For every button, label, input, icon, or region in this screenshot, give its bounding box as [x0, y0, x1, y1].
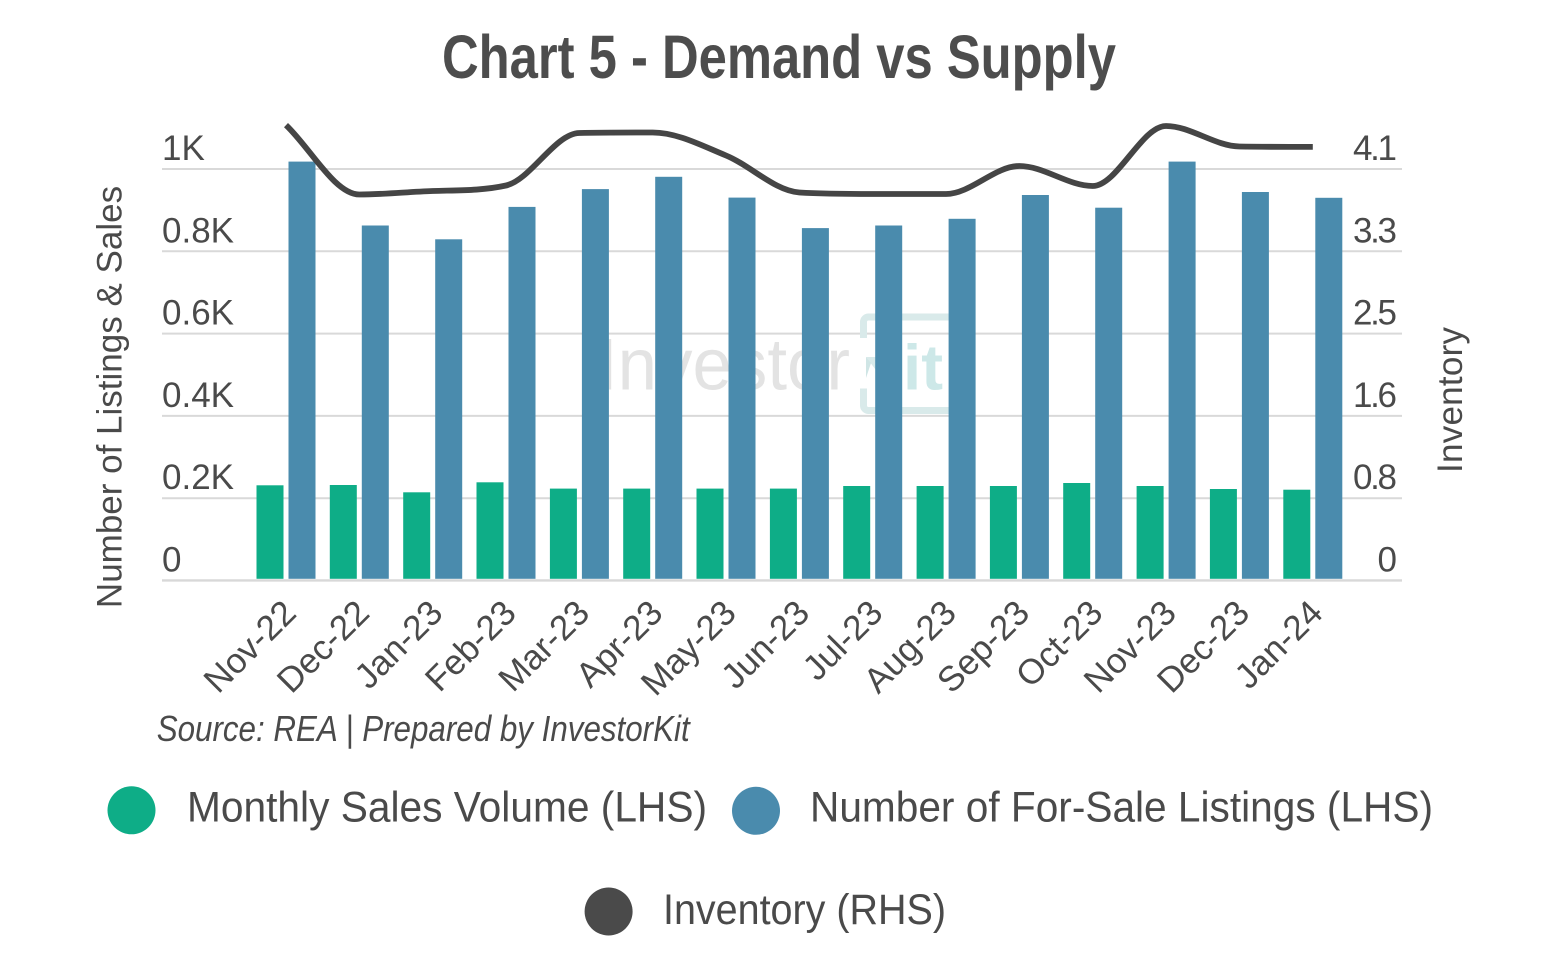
- svg-text:Chart 5 - Demand vs Supply: Chart 5 - Demand vs Supply: [442, 23, 1116, 91]
- svg-text:Number of For-Sale Listings (L: Number of For-Sale Listings (LHS): [810, 784, 1433, 832]
- svg-text:Inventory (RHS): Inventory (RHS): [663, 886, 946, 934]
- svg-text:Monthly Sales Volume (LHS): Monthly Sales Volume (LHS): [187, 784, 707, 832]
- svg-text:0.8: 0.8: [1353, 458, 1397, 497]
- svg-text:0.8K: 0.8K: [162, 211, 234, 250]
- svg-text:4.1: 4.1: [1353, 129, 1397, 168]
- svg-text:2.5: 2.5: [1353, 294, 1397, 333]
- svg-text:0.6K: 0.6K: [162, 294, 234, 333]
- svg-text:0.2K: 0.2K: [162, 458, 234, 497]
- svg-text:Inventory: Inventory: [1431, 327, 1470, 474]
- svg-text:1.6: 1.6: [1353, 376, 1397, 415]
- svg-text:Source: REA | Prepared by Inve: Source: REA | Prepared by InvestorKit: [157, 708, 692, 749]
- svg-text:Number of Listings & Sales: Number of Listings & Sales: [91, 186, 130, 608]
- svg-text:0.4K: 0.4K: [162, 376, 234, 415]
- svg-text:1K: 1K: [162, 129, 205, 168]
- svg-text:3.3: 3.3: [1353, 211, 1397, 250]
- svg-text:0: 0: [1378, 541, 1397, 580]
- svg-text:it: it: [903, 332, 943, 404]
- svg-text:0: 0: [162, 541, 181, 580]
